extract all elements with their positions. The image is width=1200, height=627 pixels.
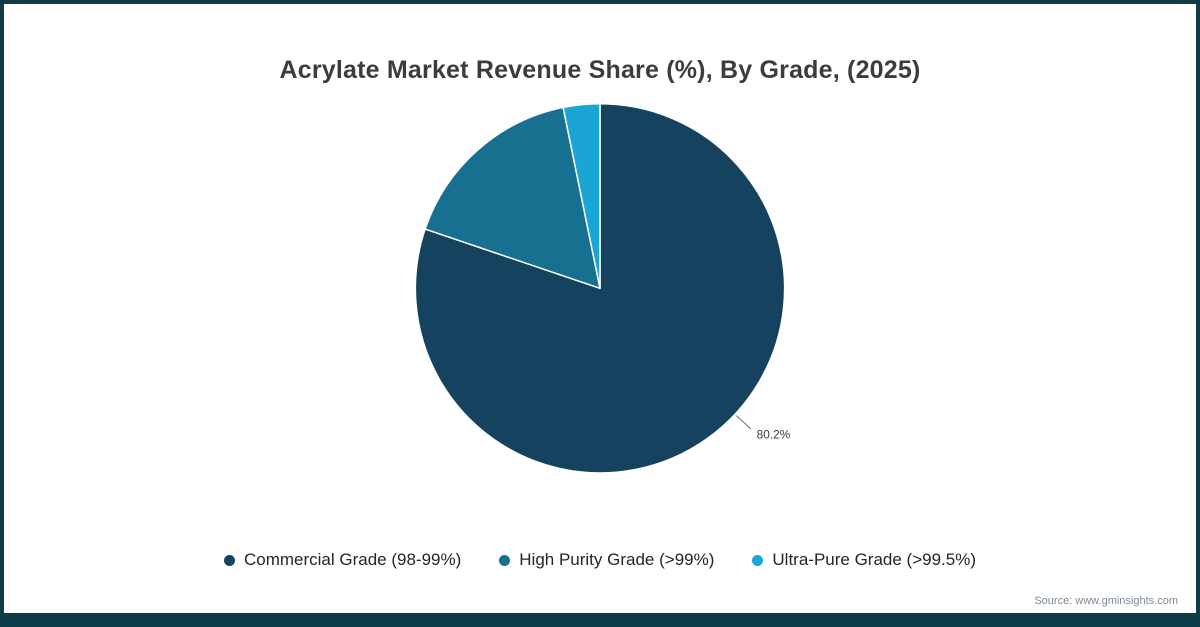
legend-label: Commercial Grade (98-99%) — [243, 550, 462, 569]
legend-dot-icon — [752, 554, 764, 566]
bottom-bar — [4, 613, 1196, 623]
pie-slice-1 — [424, 106, 601, 290]
legend-dot-icon — [499, 554, 511, 566]
chart-title: Acrylate Market Revenue Share (%), By Gr… — [279, 56, 921, 84]
pie-chart: 80.2% — [414, 102, 791, 474]
slice-data-label: 80.2% — [757, 427, 791, 441]
source-text: Source: www.gminsights.com — [1034, 595, 1178, 607]
legend-label: High Purity Grade (>99%) — [519, 550, 715, 569]
legend: Commercial Grade (98-99%) High Purity Gra… — [4, 550, 1196, 570]
legend-item-0: Commercial Grade (98-99%) — [223, 550, 462, 570]
legend-label: Ultra-Pure Grade (>99.5%) — [772, 550, 977, 569]
legend-item-2: Ultra-Pure Grade (>99.5%) — [752, 550, 976, 570]
legend-dot-icon — [223, 554, 235, 566]
callout-line — [736, 415, 752, 430]
pie-slice-2 — [562, 102, 601, 290]
legend-item-1: High Purity Grade (>99%) — [499, 550, 714, 570]
